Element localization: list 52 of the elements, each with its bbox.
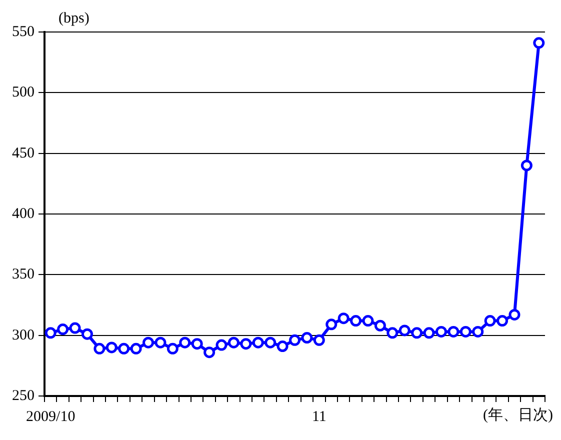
point <box>484 315 496 327</box>
point <box>69 322 81 334</box>
point <box>154 336 166 348</box>
y-tick-label: 350 <box>12 266 34 283</box>
point <box>435 326 447 338</box>
y-tick-label: 450 <box>12 145 34 162</box>
point <box>374 320 386 332</box>
point <box>118 342 130 354</box>
point <box>57 324 69 336</box>
point <box>191 338 203 350</box>
x-tick-label: 2009/10 <box>26 408 76 425</box>
point <box>533 37 545 49</box>
point <box>338 312 350 324</box>
point <box>326 318 338 330</box>
point <box>362 315 374 327</box>
x-axis-title: (年、日次) <box>483 406 553 424</box>
point <box>94 342 106 354</box>
point <box>179 336 191 348</box>
point <box>142 336 154 348</box>
point <box>264 336 276 348</box>
point <box>81 328 93 340</box>
point <box>411 327 423 339</box>
point <box>289 334 300 346</box>
point <box>216 339 228 351</box>
x-tick-label: 11 <box>312 408 326 425</box>
y-axis-title: (bps) <box>58 10 90 26</box>
point <box>508 308 520 320</box>
point <box>423 327 435 339</box>
point <box>313 334 325 346</box>
y-tick-label: 500 <box>12 84 34 101</box>
y-tick-label: 400 <box>12 206 34 222</box>
point <box>398 324 410 336</box>
point <box>472 326 484 338</box>
point <box>130 342 142 354</box>
point <box>240 338 252 350</box>
point <box>228 336 240 348</box>
point <box>44 327 56 339</box>
point <box>496 315 508 327</box>
y-tick-label: 300 <box>12 327 34 344</box>
point <box>276 340 288 352</box>
point <box>301 332 313 344</box>
point <box>106 342 118 354</box>
point <box>520 160 532 172</box>
point <box>460 326 472 338</box>
point <box>204 346 216 358</box>
point <box>350 315 362 327</box>
y-tick-label: 250 <box>12 388 34 404</box>
y-tick-label: 550 <box>12 24 34 40</box>
point <box>166 342 178 354</box>
point <box>386 327 398 339</box>
point <box>252 336 264 348</box>
point <box>448 326 460 338</box>
